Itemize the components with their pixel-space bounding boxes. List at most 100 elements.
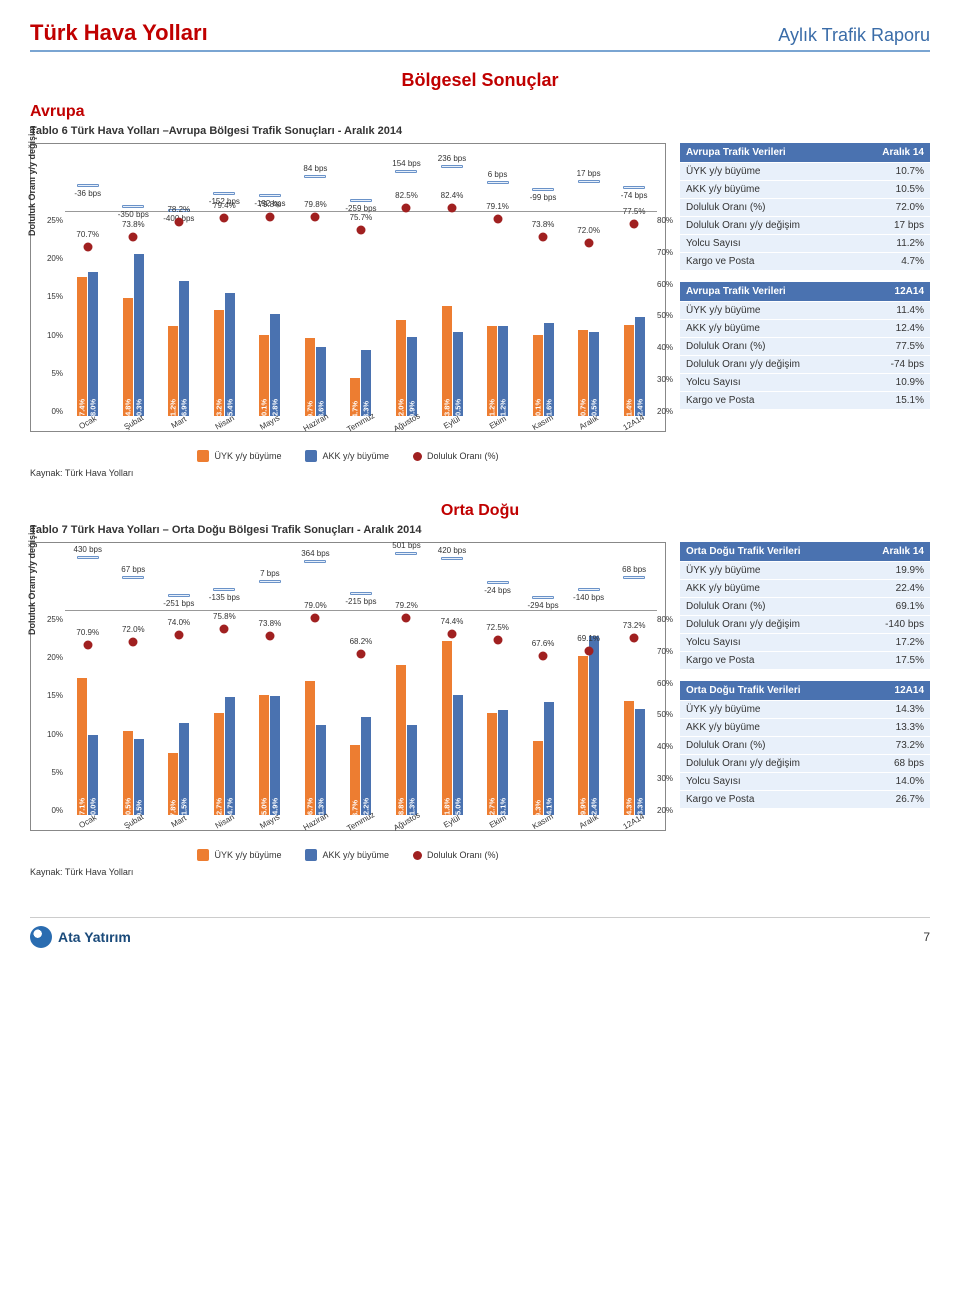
bar-uyk: 17.1%: [77, 678, 87, 815]
bps-cell: 7 bps: [247, 549, 293, 610]
bar-uyk-value: 14.8%: [123, 399, 132, 420]
legend-2: ÜYK y/y büyüme AKK y/y büyüme Doluluk Or…: [30, 849, 666, 861]
bar-uyk: 19.9%: [578, 656, 588, 815]
table-row: AKK y/y büyüme13.3%: [680, 719, 930, 737]
bar-uyk: 14.8%: [123, 298, 133, 416]
axis-tick: 0%: [33, 806, 63, 815]
bar-group: 10.1%12.8%79.8%: [247, 314, 293, 416]
bar-group: 9.7%8.6%79.8%: [293, 338, 339, 416]
bar-group: 8.7%12.2%68.2%: [338, 717, 384, 815]
bps-marker: [623, 186, 645, 189]
table-cell-label: Doluluk Oranı y/y değişim: [680, 217, 855, 235]
bar-akk: 11.6%: [544, 323, 554, 416]
doluluk-dot-label: 79.2%: [395, 601, 418, 610]
table-header-value: Aralık 14: [855, 542, 930, 562]
doluluk-dot: [83, 641, 92, 650]
doluluk-dot: [402, 613, 411, 622]
doluluk-dot: [584, 238, 593, 247]
bar-uyk-value: 13.8%: [442, 399, 451, 420]
table-cell-label: Kargo ve Posta: [680, 652, 855, 670]
bps-label: 236 bps: [438, 154, 466, 163]
bar-uyk-value: 8.7%: [351, 800, 360, 817]
region-title-avrupa: Avrupa: [30, 103, 930, 121]
table-cell-label: Yolcu Sayısı: [680, 634, 855, 652]
company-name: Türk Hava Yolları: [30, 20, 208, 46]
doluluk-dot: [493, 215, 502, 224]
bps-label: 420 bps: [438, 546, 466, 555]
bar-uyk-value: 21.8%: [442, 798, 451, 819]
table-row: Doluluk Oranı (%)77.5%: [680, 338, 930, 356]
axis-tick: 40%: [657, 742, 687, 751]
bps-label: 154 bps: [392, 159, 420, 168]
axis-tick: 20%: [33, 254, 63, 263]
doluluk-dot: [584, 647, 593, 656]
table-cell-label: Yolcu Sayısı: [680, 235, 855, 253]
footer-logo: Ata Yatırım: [30, 926, 131, 948]
bar-uyk-value: 11.4%: [624, 399, 633, 420]
axis-tick: 80%: [657, 615, 687, 624]
bps-marker: [395, 552, 417, 555]
table-row: Kargo ve Posta17.5%: [680, 652, 930, 670]
bar-akk: 12.2%: [361, 717, 371, 815]
doluluk-dot-label: 73.8%: [122, 220, 145, 229]
table-cell-value: 73.2%: [868, 737, 930, 755]
axis-tick: 60%: [657, 280, 687, 289]
bar-uyk: 21.8%: [442, 641, 452, 815]
table-cell-label: Yolcu Sayısı: [680, 374, 864, 392]
doluluk-dot-label: 79.0%: [304, 601, 327, 610]
table-cell-value: 15.1%: [864, 392, 930, 410]
table-title-ortadogu: Tablo 7 Türk Hava Yolları – Orta Doğu Bö…: [30, 524, 930, 536]
bps-marker: [304, 175, 326, 178]
doluluk-dot-label: 68.2%: [350, 637, 373, 646]
report-title: Aylık Trafik Raporu: [778, 25, 930, 46]
bar-uyk-value: 12.0%: [396, 399, 405, 420]
doluluk-dot-label: 79.8%: [259, 200, 282, 209]
bar-uyk-value: 11.2%: [488, 399, 497, 420]
bps-cell: 154 bps: [384, 150, 430, 211]
table-cell-label: ÜYK y/y büyüme: [680, 562, 855, 580]
axis-tick: 50%: [657, 710, 687, 719]
bps-marker: [122, 576, 144, 579]
bar-group: 21.8%15.0%74.4%: [429, 641, 475, 815]
bar-uyk-value: 19.9%: [579, 798, 588, 819]
bar-uyk-value: 17.1%: [78, 798, 87, 819]
doluluk-dot: [402, 203, 411, 212]
bps-cell: -294 bps: [520, 549, 566, 610]
legend-akk-label-2: AKK y/y büyüme: [322, 850, 389, 860]
ortadogu-table-1: Orta Doğu Trafik VerileriAralık 14ÜYK y/…: [680, 542, 930, 669]
bar-uyk-value: 10.5%: [123, 798, 132, 819]
table-cell-value: 10.9%: [864, 374, 930, 392]
legend-uyk: ÜYK y/y büyüme: [197, 450, 281, 462]
ortadogu-chart-wrap: Doluluk Oranı y/y değişim 430 bps67 bps-…: [30, 542, 666, 831]
left-ticks: 25%20%15%10%5%0%: [33, 216, 63, 416]
avrupa-table-1: Avrupa Trafik VerileriAralık 14ÜYK y/y b…: [680, 143, 930, 270]
bar-uyk: 10.1%: [533, 335, 543, 416]
bps-label: 17 bps: [577, 169, 601, 178]
bps-cell: 67 bps: [111, 549, 157, 610]
bps-cell: 17 bps: [566, 150, 612, 211]
footer-logo-text: Ata Yatırım: [58, 929, 131, 945]
bps-marker: [441, 165, 463, 168]
table-row: Yolcu Sayısı17.2%: [680, 634, 930, 652]
section-title: Bölgesel Sonuçlar: [30, 70, 930, 91]
bps-marker: [213, 192, 235, 195]
bps-cell: -36 bps: [65, 150, 111, 211]
table-cell-label: Doluluk Oranı (%): [680, 338, 864, 356]
table-cell-value: 14.3%: [868, 701, 930, 719]
doluluk-dot-label: 73.8%: [259, 619, 282, 628]
doluluk-dot: [265, 631, 274, 640]
table-cell-value: -74 bps: [864, 356, 930, 374]
legend-akk-2: AKK y/y büyüme: [305, 849, 389, 861]
bar-group: 4.7%8.3%75.7%: [338, 350, 384, 416]
table-cell-value: 4.7%: [855, 253, 930, 271]
axis-tick: 5%: [33, 369, 63, 378]
ortadogu-chart: Doluluk Oranı y/y değişim 430 bps67 bps-…: [30, 542, 666, 861]
bar-akk: 8.6%: [316, 347, 326, 416]
bar-akk: 15.0%: [453, 695, 463, 815]
bar-akk: 16.9%: [179, 281, 189, 416]
table-cell-label: AKK y/y büyüme: [680, 719, 868, 737]
doluluk-dot: [220, 214, 229, 223]
legend-uyk-2: ÜYK y/y büyüme: [197, 849, 281, 861]
legend-doluluk-swatch: [413, 452, 422, 461]
bar-uyk: 8.7%: [350, 745, 360, 815]
